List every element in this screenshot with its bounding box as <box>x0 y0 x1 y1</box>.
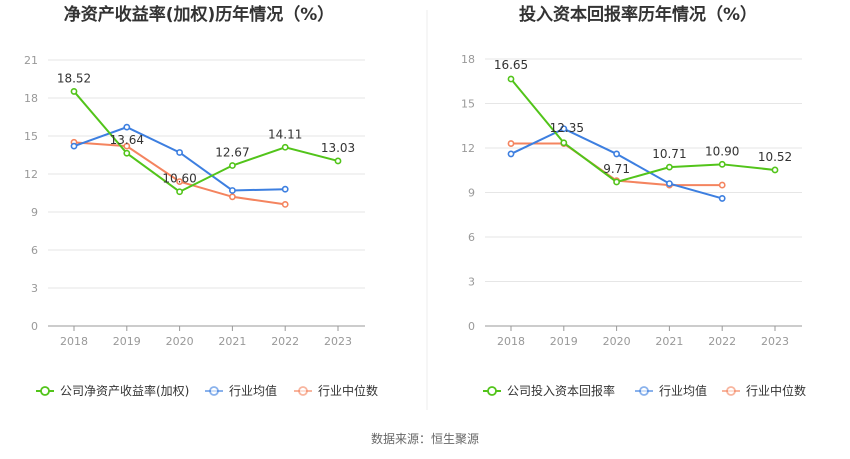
data-point <box>176 178 183 185</box>
data-label: 10.60 <box>162 172 196 186</box>
data-point <box>718 160 726 168</box>
y-tick-label: 9 <box>468 187 475 200</box>
legend-label: 公司净资产收益率(加权) <box>60 383 189 398</box>
y-tick-label: 18 <box>461 53 475 66</box>
data-label: 12.35 <box>550 121 584 135</box>
legend-label: 公司投入资本回报率 <box>507 383 615 398</box>
x-tick-label: 2019 <box>113 335 141 348</box>
legend-swatch-marker <box>639 386 649 396</box>
data-label: 10.90 <box>705 144 739 158</box>
x-tick-label: 2022 <box>708 335 736 348</box>
data-label: 10.71 <box>652 147 686 161</box>
data-point <box>176 149 183 156</box>
x-tick-label: 2021 <box>218 335 246 348</box>
data-label: 13.64 <box>110 133 144 147</box>
data-point <box>123 149 131 157</box>
y-tick-label: 6 <box>31 244 38 257</box>
data-point <box>70 142 78 150</box>
chart-title: 净资产收益率(加权)历年情况（%） <box>64 4 335 25</box>
data-point <box>718 181 726 189</box>
data-point <box>507 150 515 158</box>
data-label: 18.52 <box>57 71 91 85</box>
x-tick-label: 2021 <box>655 335 683 348</box>
data-point <box>560 139 568 147</box>
y-tick-label: 3 <box>468 276 475 289</box>
data-point <box>228 187 236 194</box>
data-point <box>281 200 289 208</box>
data-point <box>281 143 289 151</box>
y-tick-label: 9 <box>31 206 38 219</box>
y-tick-label: 15 <box>461 98 475 111</box>
x-tick-label: 2022 <box>271 335 299 348</box>
x-tick-label: 2020 <box>603 335 631 348</box>
legend-swatch-marker <box>40 386 50 396</box>
roic-chart: 投入资本回报率历年情况（%） 0 3 6 9 12 15 18 2018 2019 2020 2021… <box>461 4 806 398</box>
roe-chart: 净资产收益率(加权)历年情况（%） 0 3 6 9 12 15 18 21 2018 2019 202… <box>24 4 378 398</box>
y-tick-label: 18 <box>24 92 38 105</box>
series-line-company <box>510 78 776 184</box>
legend-label: 行业均值 <box>659 383 707 398</box>
y-tick-label: 21 <box>24 54 38 67</box>
legend-swatch-marker <box>209 386 219 396</box>
y-tick-label: 12 <box>24 168 38 181</box>
data-point <box>228 162 236 169</box>
chart-title: 投入资本回报率历年情况（%） <box>519 4 757 25</box>
x-tick-label: 2018 <box>497 335 525 348</box>
legend-item: 行业中位数 <box>722 383 806 398</box>
data-point <box>613 150 620 158</box>
data-label: 16.65 <box>494 58 528 72</box>
data-point <box>123 142 131 150</box>
data-label: 14.11 <box>268 127 302 141</box>
data-point <box>718 195 726 202</box>
data-label: 10.52 <box>758 150 792 164</box>
y-tick-label: 3 <box>31 282 38 295</box>
data-label: 13.03 <box>321 141 355 155</box>
legend-label: 行业中位数 <box>746 383 806 398</box>
data-point <box>507 75 515 83</box>
data-point <box>560 125 568 133</box>
data-point <box>613 178 620 186</box>
data-point <box>228 193 236 201</box>
legend-label: 行业中位数 <box>318 383 378 398</box>
legend-item: 行业均值 <box>635 383 707 398</box>
legend-swatch-marker <box>298 386 308 396</box>
legend-swatch-marker <box>726 386 736 396</box>
y-tick-label: 0 <box>31 320 38 333</box>
data-label: 12.67 <box>215 146 249 160</box>
data-point <box>176 188 183 196</box>
y-tick-label: 15 <box>24 130 38 143</box>
legend-item: 公司净资产收益率(加权) <box>36 383 189 398</box>
legend-item: 公司投入资本回报率 <box>483 383 615 398</box>
x-tick-label: 2023 <box>324 335 352 348</box>
y-tick-label: 0 <box>468 320 475 333</box>
legend-label: 行业均值 <box>229 383 277 398</box>
data-label: 9.71 <box>603 162 630 176</box>
data-point <box>666 163 673 171</box>
x-tick-label: 2018 <box>60 335 88 348</box>
data-point <box>507 140 515 147</box>
y-tick-label: 6 <box>468 231 475 244</box>
data-point <box>771 166 779 174</box>
data-point <box>666 180 673 187</box>
legend-swatch-marker <box>487 386 497 396</box>
y-tick-label: 12 <box>461 142 475 155</box>
legend-item: 行业中位数 <box>294 383 378 398</box>
x-tick-label: 2023 <box>761 335 789 348</box>
data-point <box>281 185 289 193</box>
series-line-company <box>73 90 339 193</box>
data-point <box>123 123 131 131</box>
data-point <box>334 157 342 165</box>
data-point <box>70 88 78 95</box>
x-tick-label: 2020 <box>166 335 194 348</box>
legend-item: 行业均值 <box>205 383 277 398</box>
source-label: 数据来源：恒生聚源 <box>371 431 479 446</box>
x-tick-label: 2019 <box>550 335 578 348</box>
